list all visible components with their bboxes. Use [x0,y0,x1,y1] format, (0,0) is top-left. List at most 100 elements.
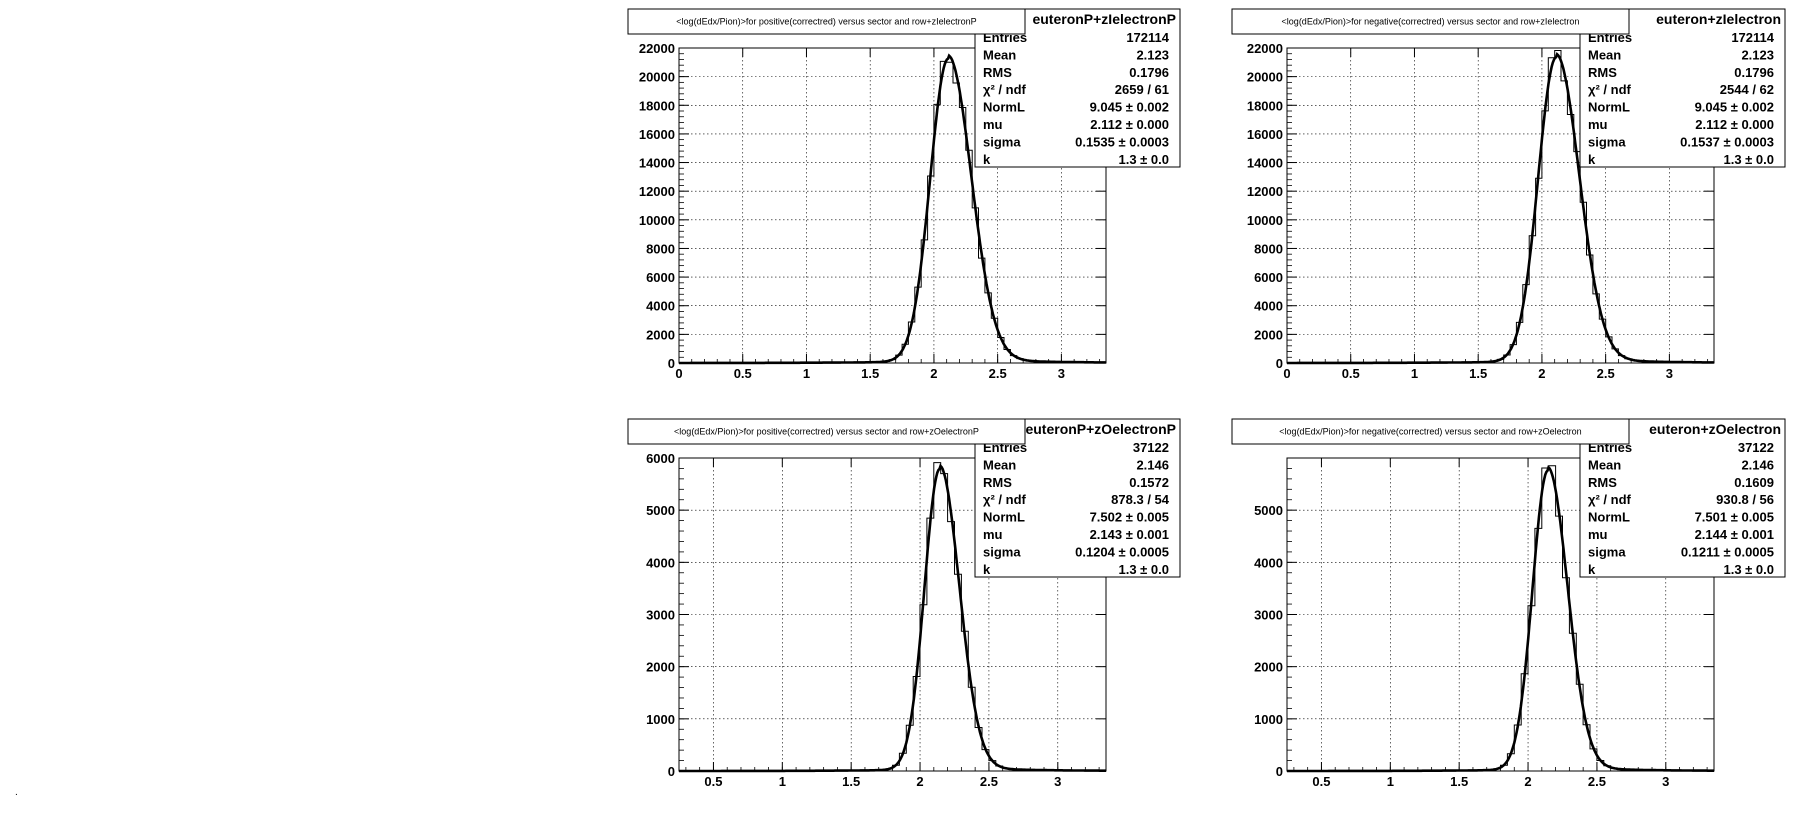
y-tick-label: 4000 [1254,299,1283,314]
stats-name: euteron+zOelectron [1649,421,1781,437]
stats-box [974,418,1181,578]
y-tick-label: 2000 [646,660,675,675]
x-tick-label: 2 [930,366,937,381]
stats-row-value: 1.3 ± 0.0 [1118,562,1169,577]
stats-row-value: 1.3 ± 0.0 [1118,152,1169,167]
x-tick-label: 0.5 [1342,366,1360,381]
x-tick-label: 0 [1283,366,1290,381]
stats-row-value: 9.045 ± 0.002 [1090,100,1169,115]
stats-row-value: 172114 [1731,30,1774,45]
x-tick-label: 1 [779,774,786,789]
x-tick-label: 0.5 [734,366,752,381]
histogram-pad-1: 0 0.5 1 1.5 2 2.5 3 0 2000 4000 6000 8000 10000 12000… [627,8,1181,381]
y-tick-label: 3000 [1254,608,1283,623]
chart-title: <log(dEdx/Pion)>for negative(correctred)… [1282,17,1580,27]
x-tick-label: 3 [1666,366,1673,381]
stats-row-value: 0.1796 [1734,65,1774,80]
stats-row-label: χ² / ndf [983,492,1027,507]
stats-row-value: 37122 [1133,440,1169,455]
stats-row-label: Mean [983,47,1016,62]
y-tick-label: 6000 [1254,270,1283,285]
y-tick-label: 6000 [646,270,675,285]
stats-row-value: 37122 [1738,440,1774,455]
y-tick-label: 22000 [639,41,675,56]
stats-row-label: mu [983,527,1003,542]
stats-row-value: 878.3 / 54 [1111,492,1170,507]
stats-row-value: 0.1211 ± 0.0005 [1681,544,1774,559]
stats-row-label: RMS [1588,475,1617,490]
x-tick-label: 2.5 [989,366,1007,381]
stats-box [974,8,1181,168]
stats-box [1579,8,1786,168]
x-tick-label: 0.5 [1312,774,1330,789]
stats-row-label: sigma [983,544,1021,559]
y-tick-label: 20000 [639,70,675,85]
x-tick-label: 1 [1387,774,1394,789]
title-box [1231,418,1630,445]
stats-row-label: k [983,562,991,577]
stats-row-label: mu [983,117,1003,132]
x-tick-label: 0 [675,366,682,381]
y-tick-label: 1000 [646,712,675,727]
y-tick-label: 0 [1276,356,1283,371]
stats-row-label: NormL [983,100,1025,115]
stats-row-label: Mean [1588,457,1621,472]
y-tick-label: 18000 [1247,98,1283,113]
stats-row-label: mu [1588,117,1608,132]
stats-row-value: 2.146 [1741,457,1774,472]
y-tick-label: 5000 [1254,503,1283,518]
x-tick-label: 2.5 [980,774,998,789]
histogram-pad-4: 0.5 1 1.5 2 2.5 3 0 1000 2000 3000 4000 5000 euteron… [1231,418,1786,789]
y-tick-label: 14000 [639,156,675,171]
stats-name: euteronP+zIelectronP [1032,11,1176,27]
stats-row-value: 2.144 ± 0.001 [1695,527,1774,542]
x-tick-label: 3 [1054,774,1061,789]
stats-row-label: NormL [983,510,1025,525]
title-box [627,8,1026,35]
y-tick-label: 8000 [1254,241,1283,256]
stats-row-label: k [983,152,991,167]
stats-row-label: χ² / ndf [1588,82,1632,97]
stats-row-label: NormL [1588,100,1630,115]
stats-row-value: 930.8 / 56 [1716,492,1774,507]
y-tick-label: 12000 [1247,184,1283,199]
y-tick-label: 2000 [1254,327,1283,342]
stats-name: euteron+zIelectron [1656,11,1781,27]
x-tick-label: 1.5 [842,774,860,789]
stats-row-value: 1.3 ± 0.0 [1723,562,1774,577]
chart-title: <log(dEdx/Pion)>for positive(correctred)… [674,427,979,437]
y-tick-label: 4000 [646,299,675,314]
y-tick-label: 2000 [646,327,675,342]
y-tick-label: 6000 [646,451,675,466]
x-tick-label: 2.5 [1597,366,1615,381]
stats-row-value: 7.501 ± 0.005 [1695,510,1774,525]
x-tick-label: 3 [1662,774,1669,789]
stats-row-label: NormL [1588,510,1630,525]
stats-row-value: 2659 / 61 [1115,82,1169,97]
stats-row-value: 2.123 [1741,47,1774,62]
histogram-pad-2: 0 0.5 1 1.5 2 2.5 3 0 2000 4000 6000 8000 10000 12000… [1231,8,1786,381]
stats-row-label: RMS [983,475,1012,490]
stats-row-value: 0.1535 ± 0.0003 [1075,134,1169,149]
stats-row-value: 172114 [1126,30,1169,45]
x-tick-label: 1 [803,366,810,381]
stats-row-label: sigma [983,134,1021,149]
x-tick-label: 3 [1058,366,1065,381]
y-tick-label: 4000 [1254,555,1283,570]
y-tick-label: 10000 [1247,213,1283,228]
x-tick-label: 2 [1538,366,1545,381]
stats-row-value: 2.143 ± 0.001 [1090,527,1169,542]
plot-frame [1286,47,1715,364]
stats-row-value: 2.123 [1136,47,1169,62]
stats-row-label: Mean [1588,47,1621,62]
y-tick-label: 3000 [646,608,675,623]
stats-row-label: k [1588,562,1596,577]
y-tick-label: 16000 [639,127,675,142]
y-tick-label: 20000 [1247,70,1283,85]
y-tick-label: 1000 [1254,712,1283,727]
stats-row-value: 7.502 ± 0.005 [1090,510,1169,525]
y-tick-label: 22000 [1247,41,1283,56]
y-tick-label: 10000 [639,213,675,228]
y-tick-label: 8000 [646,241,675,256]
y-tick-label: 16000 [1247,127,1283,142]
